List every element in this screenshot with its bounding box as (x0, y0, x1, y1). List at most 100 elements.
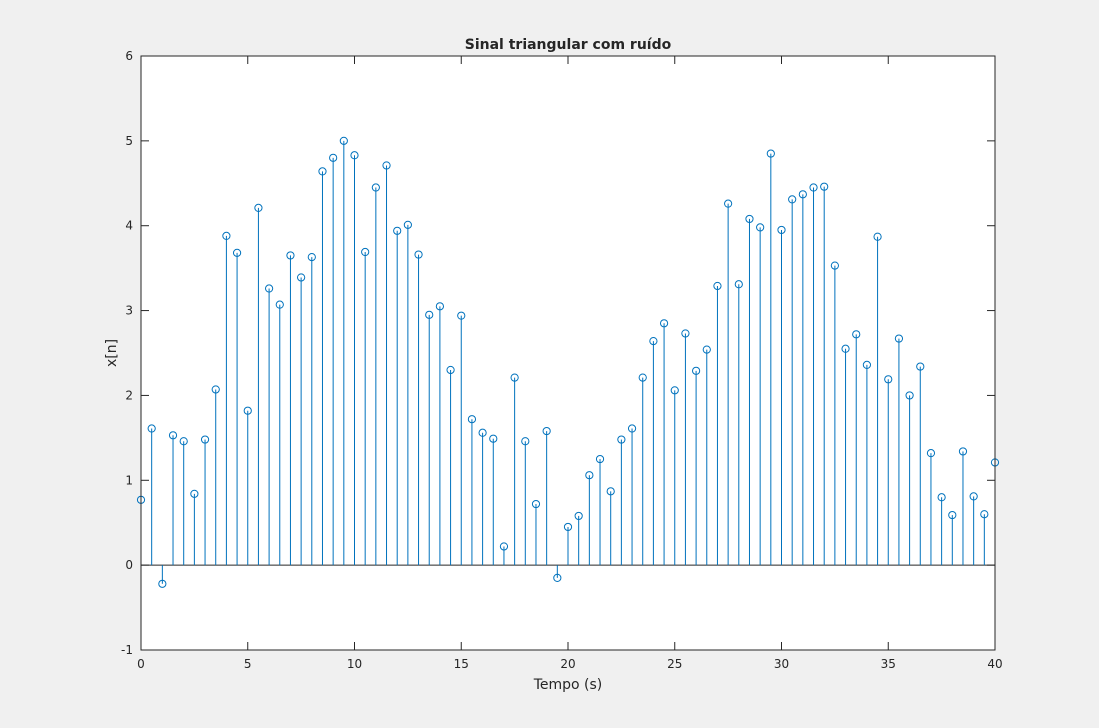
stem-marker (467, 415, 477, 424)
stem-marker (403, 220, 412, 229)
x-tick-label: 0 (137, 657, 145, 671)
stem-marker (905, 391, 914, 400)
stem-marker (254, 203, 263, 212)
stem-marker (649, 337, 658, 346)
x-tick-label: 30 (774, 657, 789, 671)
stem-marker (297, 273, 306, 282)
stem-marker (809, 183, 818, 192)
stem-marker (478, 428, 487, 437)
y-tick-label: 4 (125, 219, 133, 233)
axes-box (140, 55, 996, 651)
stem-marker (200, 435, 210, 444)
stem-marker (489, 434, 498, 443)
stem-marker (499, 542, 509, 551)
x-axis-label: Tempo (s) (533, 677, 603, 693)
stem-marker (553, 573, 562, 582)
stem-marker (147, 424, 156, 433)
stem-marker (265, 284, 274, 293)
stem-marker (521, 437, 530, 446)
stem-marker (339, 136, 348, 145)
stem-marker (531, 499, 541, 509)
x-tick-label: 15 (454, 657, 469, 671)
stem-marker (745, 214, 754, 224)
stem-marker (179, 437, 188, 446)
stem-marker (756, 223, 765, 232)
stem-marker (894, 334, 904, 343)
stem-marker (724, 199, 733, 208)
stem-marker (158, 579, 167, 588)
stem-marker (307, 253, 316, 262)
stem-marker (286, 251, 295, 260)
stem-marker (371, 183, 380, 192)
stem-marker (638, 373, 647, 382)
stem-marker (926, 449, 936, 458)
stem-marker (862, 360, 872, 369)
stem-marker (382, 161, 391, 170)
stem-marker (670, 386, 679, 395)
stem-marker (702, 345, 711, 354)
stem-marker (510, 373, 519, 382)
stem-marker (425, 310, 434, 319)
stem-marker (542, 426, 551, 436)
stem-marker (232, 248, 242, 257)
stem-marker (595, 454, 605, 464)
stem-marker (350, 151, 359, 160)
stem-marker (713, 281, 722, 291)
stem-marker (777, 225, 786, 235)
stem-marker (884, 375, 893, 384)
chart-title: Sinal triangular com ruído (465, 37, 672, 53)
stem-marker (798, 190, 807, 199)
y-tick-label: 0 (125, 558, 133, 572)
x-tick-label: 40 (987, 657, 1002, 671)
y-tick-label: -1 (121, 643, 133, 657)
y-tick-label: 1 (125, 473, 133, 487)
stem-marker (563, 522, 573, 532)
stem-marker (446, 365, 455, 375)
stem-marker (980, 510, 989, 519)
stem-marker (275, 300, 284, 309)
stem-marker (659, 319, 669, 328)
stem-marker (190, 489, 199, 498)
stem-marker (617, 435, 626, 444)
stem-marker (574, 511, 583, 521)
stem-marker (948, 510, 957, 520)
stem-marker (820, 182, 829, 191)
x-tick-label: 35 (881, 657, 896, 671)
stem-marker (435, 302, 444, 311)
y-axis-label: x[n] (104, 339, 120, 367)
stem-marker (692, 366, 701, 375)
y-tick-label: 2 (125, 388, 133, 402)
stem-marker (243, 406, 252, 415)
x-tick-label: 5 (244, 657, 252, 671)
stem-marker (318, 167, 327, 176)
stem-marker (211, 385, 220, 394)
stem-marker (168, 431, 178, 440)
stem-marker (734, 280, 743, 289)
stem-marker (329, 153, 338, 162)
stem-marker (681, 329, 690, 338)
stem-series (136, 136, 1000, 588)
y-tick-label: 5 (125, 134, 133, 148)
stem-marker (958, 447, 968, 456)
stem-marker (916, 362, 925, 371)
stem-marker (606, 487, 615, 496)
stem-marker (852, 330, 861, 339)
stem-marker (841, 344, 850, 353)
stem-marker (457, 311, 466, 320)
stem-marker (969, 492, 978, 501)
stem-marker (222, 231, 231, 240)
x-tick-label: 10 (347, 657, 362, 671)
stem-marker (585, 471, 594, 480)
stem-marker (627, 424, 637, 433)
stem-marker (361, 247, 370, 257)
x-tick-label: 20 (560, 657, 575, 671)
y-tick-label: 3 (125, 304, 133, 318)
stem-marker (937, 493, 946, 502)
stem-marker (873, 232, 882, 241)
x-tick-label: 25 (667, 657, 682, 671)
stem-marker (788, 195, 797, 204)
stem-marker (766, 149, 775, 158)
stem-marker (830, 261, 839, 270)
y-tick-label: 6 (125, 49, 133, 63)
